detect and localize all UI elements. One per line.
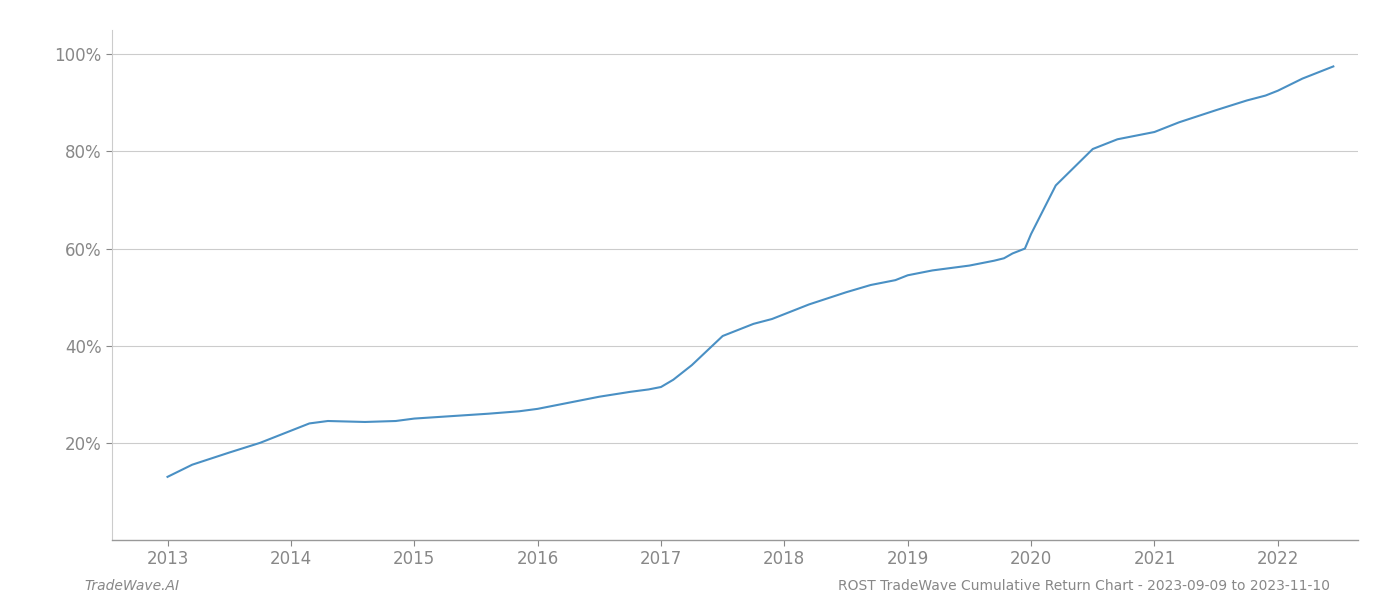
Text: TradeWave.AI: TradeWave.AI bbox=[84, 579, 179, 593]
Text: ROST TradeWave Cumulative Return Chart - 2023-09-09 to 2023-11-10: ROST TradeWave Cumulative Return Chart -… bbox=[839, 579, 1330, 593]
